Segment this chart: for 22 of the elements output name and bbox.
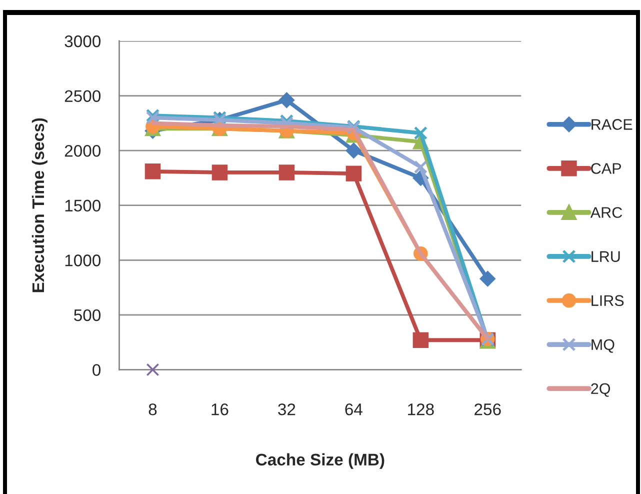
y-axis-title: Execution Time (secs) <box>32 118 48 292</box>
x-tick-label: 128 <box>408 403 434 416</box>
legend-label: MQ <box>592 339 614 353</box>
legend-label: 2Q <box>591 383 610 397</box>
legend-label: LRU <box>592 251 620 262</box>
legend-label: CAP <box>591 163 621 174</box>
legend-label: RACE <box>592 119 632 130</box>
y-tick-label: 3000 <box>64 35 101 48</box>
x-tick-label: 256 <box>474 403 501 416</box>
x-tick-label: 8 <box>148 403 157 416</box>
x-tick-label: 16 <box>212 403 228 416</box>
x-tick-label: 64 <box>345 403 362 416</box>
legend-label: ARC <box>590 207 622 218</box>
y-tick-label: 1000 <box>65 254 101 266</box>
y-tick-label: 2500 <box>64 90 101 102</box>
y-tick-label: 2000 <box>64 144 101 157</box>
y-tick-label: 500 <box>74 309 101 322</box>
legend-label: LIRS <box>592 295 624 306</box>
x-tick-label: 32 <box>278 403 296 416</box>
y-tick-label: 0 <box>92 364 101 376</box>
x-axis-title: Cache Size (MB) <box>256 453 384 469</box>
y-tick-label: 1500 <box>65 200 101 212</box>
